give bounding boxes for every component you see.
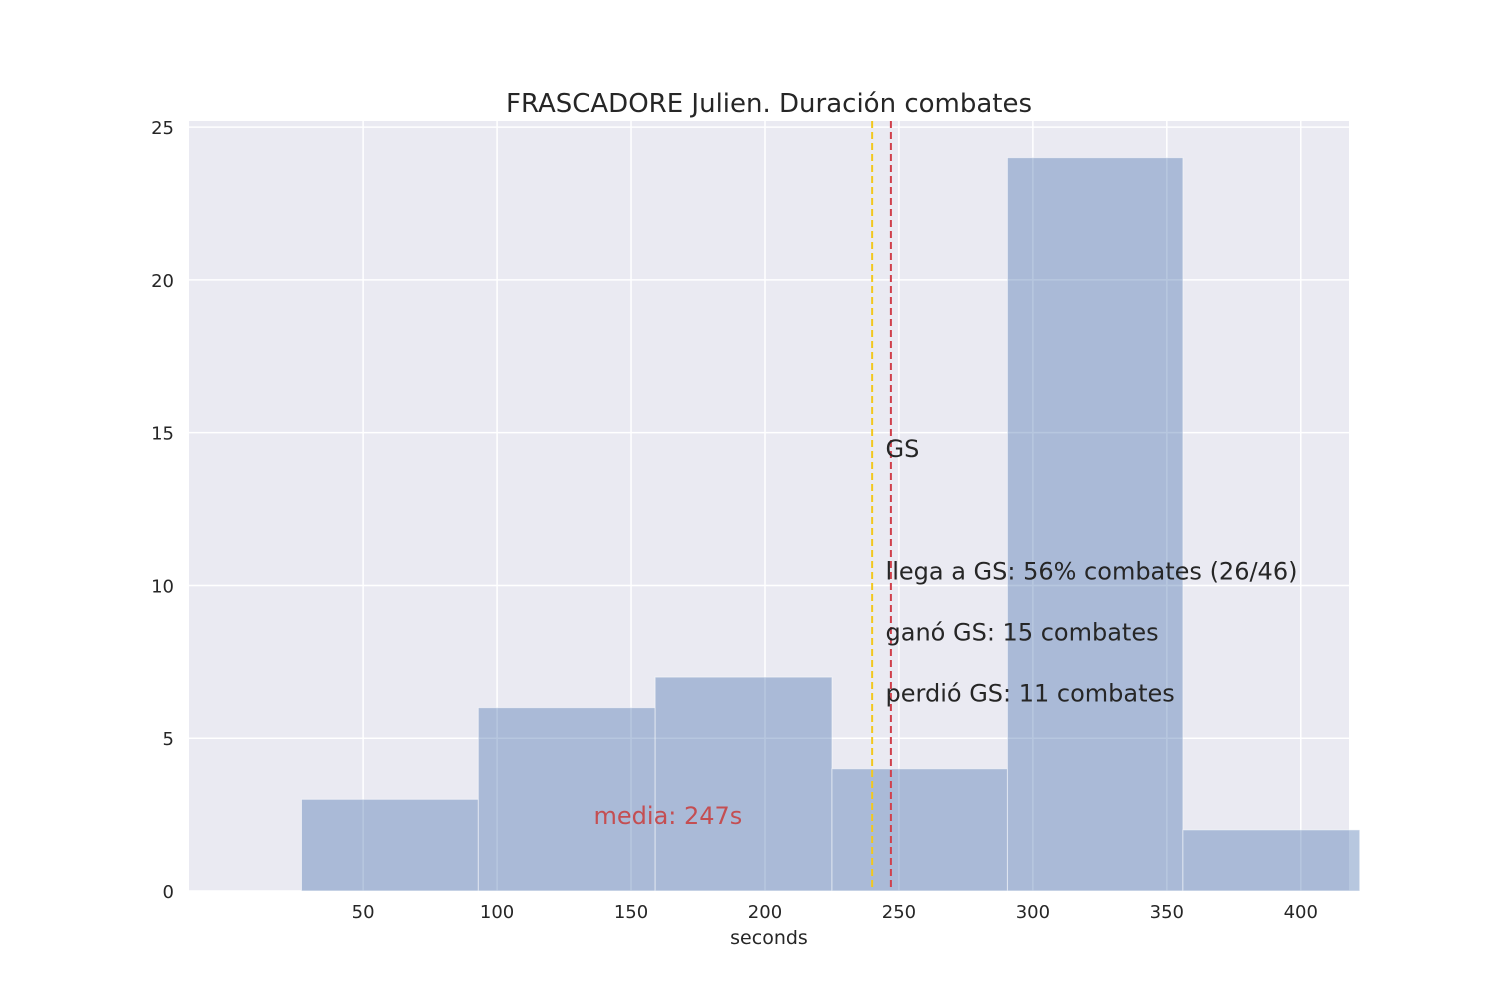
annotation-1: GS [886,435,920,463]
annotation-5: media: 247s [594,802,743,830]
x-tick-labels: 50 100 150 200 250 300 350 400 [352,902,1318,923]
x-tick-label: 200 [748,902,782,923]
y-tick-label: 0 [163,882,174,903]
y-tick-labels: 0 5 10 15 20 25 [151,118,174,903]
plot-background [189,121,1349,891]
chart-title: FRASCADORE Julien. Duración combates [506,89,1032,119]
histogram-bar-5 [1006,157,1184,892]
x-axis-label: seconds [730,927,808,949]
histogram-bar-4 [831,768,1008,892]
reference-lines [871,121,892,891]
x-tick-label: 150 [614,902,648,923]
histogram-bar-3 [654,676,833,892]
x-tick-label: 300 [1016,902,1050,923]
y-tick-label: 5 [163,729,174,750]
y-tick-label: 15 [151,424,174,445]
y-tick-label: 20 [151,271,174,292]
x-tick-label: 350 [1150,902,1184,923]
histogram-bar-2 [477,707,656,892]
histogram-bars [301,157,1361,892]
annotations: GS llega a GS: 56% combates (26/46) ganó G… [594,435,1298,830]
y-tick-label: 25 [151,118,174,139]
y-tick-label: 10 [151,576,174,597]
histogram-bar-1 [301,798,479,892]
annotation-2: llega a GS: 56% combates (26/46) [886,557,1298,585]
x-tick-label: 250 [882,902,916,923]
annotation-4: perdió GS: 11 combates [886,680,1175,708]
x-tick-label: 50 [352,902,375,923]
annotation-3: ganó GS: 15 combates [886,618,1159,646]
histogram-bar-6 [1182,829,1361,892]
x-tick-label: 100 [480,902,514,923]
x-tick-label: 400 [1284,902,1318,923]
